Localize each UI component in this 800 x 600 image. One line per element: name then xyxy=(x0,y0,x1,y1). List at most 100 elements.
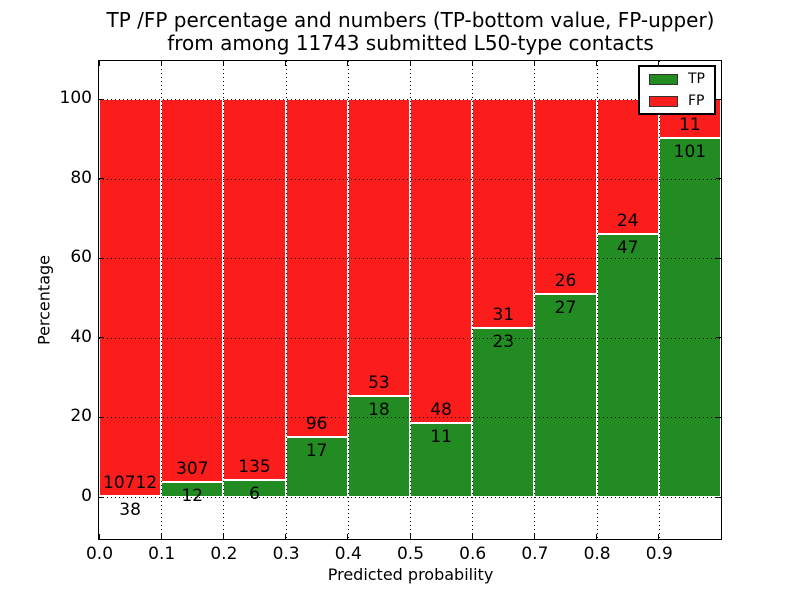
v-gridline xyxy=(410,61,411,539)
v-gridline xyxy=(285,61,287,539)
y-tick-label: 100 xyxy=(59,88,92,109)
bar-segment-tp xyxy=(658,138,721,497)
plot-area: 10712 38 307 12 135 6 96 17 53 18 48 11 31 23 26 27 24 47… xyxy=(98,60,722,540)
y-tick-right xyxy=(716,98,721,100)
x-tick-bottom xyxy=(98,534,100,539)
y-tick-left xyxy=(99,98,104,100)
v-gridline xyxy=(534,61,536,539)
v-gridline xyxy=(658,61,660,539)
fp-count-label: 11 xyxy=(679,115,701,136)
x-tick-top xyxy=(222,61,224,66)
bar-segment-fp xyxy=(99,99,162,496)
bar-segment-tp xyxy=(285,437,348,497)
x-tick-bottom xyxy=(596,534,598,539)
fp-count-label: 307 xyxy=(176,459,209,480)
bar-segment-fp xyxy=(161,99,224,483)
x-tick-top xyxy=(160,61,162,66)
v-gridline xyxy=(347,61,349,539)
legend-swatch-fp xyxy=(649,95,678,107)
bar-segment-tp xyxy=(596,233,659,497)
x-tick-top xyxy=(533,61,535,66)
x-tick-bottom xyxy=(471,534,473,539)
x-tick-label: 0.7 xyxy=(521,544,549,564)
tp-count-label: 101 xyxy=(673,142,707,163)
tp-count-label: 11 xyxy=(430,426,452,447)
y-tick-label: 20 xyxy=(70,406,92,427)
legend-swatch-tp xyxy=(649,73,678,85)
x-tick-bottom xyxy=(222,534,224,539)
bar-segment-fp xyxy=(347,99,410,397)
y-tick-left xyxy=(99,416,104,418)
legend-label: TP xyxy=(688,71,705,87)
fp-count-label: 31 xyxy=(492,304,515,325)
fp-count-label: 135 xyxy=(238,457,271,478)
x-tick-bottom xyxy=(533,534,535,539)
fp-count-label: 48 xyxy=(430,399,452,420)
tp-count-label: 23 xyxy=(492,331,515,352)
bar-segment-fp xyxy=(534,99,597,295)
legend-entry: FP xyxy=(649,94,705,108)
y-tick-right xyxy=(716,337,721,339)
x-tick-top xyxy=(658,61,660,66)
x-axis-label: Predicted probability xyxy=(327,565,494,584)
y-tick-label: 80 xyxy=(70,167,92,188)
y-tick-label: 0 xyxy=(81,486,92,506)
legend: TP FP xyxy=(638,65,716,115)
x-tick-label: 0.4 xyxy=(334,544,362,564)
x-tick-label: 0.8 xyxy=(583,544,611,564)
x-tick-top xyxy=(471,61,473,66)
fp-count-label: 96 xyxy=(305,414,328,435)
x-tick-label: 0.5 xyxy=(396,544,425,564)
tp-count-label: 6 xyxy=(249,484,260,505)
x-tick-bottom xyxy=(160,534,162,539)
tp-count-label: 38 xyxy=(119,499,141,520)
v-gridline xyxy=(596,61,598,539)
x-tick-label: 0.2 xyxy=(210,544,238,564)
v-gridline xyxy=(472,61,474,539)
y-tick-left xyxy=(99,496,104,498)
x-tick-top xyxy=(98,61,100,66)
tp-count-label: 18 xyxy=(368,400,390,421)
y-tick-right xyxy=(716,496,721,498)
bar-segment-fp xyxy=(285,99,348,438)
x-tick-bottom xyxy=(658,534,660,539)
bar-segment-fp xyxy=(472,99,535,328)
y-tick-left xyxy=(99,337,104,339)
x-tick-label: 0.6 xyxy=(459,544,487,564)
y-tick-label: 60 xyxy=(70,247,92,268)
x-tick-bottom xyxy=(285,534,287,539)
tp-count-label: 47 xyxy=(616,237,639,258)
x-tick-label: 0.0 xyxy=(85,544,114,564)
bar-segment-tp xyxy=(472,327,535,497)
x-tick-label: 0.3 xyxy=(272,544,300,564)
y-tick-right xyxy=(716,178,721,180)
x-tick-bottom xyxy=(409,534,411,539)
legend-label: FP xyxy=(688,93,705,109)
x-tick-top xyxy=(409,61,411,66)
tp-count-label: 17 xyxy=(305,441,328,462)
fp-count-label: 53 xyxy=(368,373,390,394)
bar-segment-fp xyxy=(410,99,473,423)
x-tick-top xyxy=(596,61,598,66)
x-tick-label: 0.9 xyxy=(645,544,673,564)
bar-segment-fp xyxy=(223,99,286,481)
y-tick-right xyxy=(716,257,721,259)
bar-segment-tp xyxy=(534,294,597,497)
v-gridline xyxy=(223,61,225,539)
v-gridline xyxy=(161,61,163,539)
y-tick-label: 40 xyxy=(70,326,92,347)
chart-title-line1: TP /FP percentage and numbers (TP-bottom… xyxy=(106,8,715,32)
chart-title: TP /FP percentage and numbers (TP-bottom… xyxy=(98,9,723,55)
y-tick-left xyxy=(99,178,104,180)
x-tick-bottom xyxy=(347,534,349,539)
fp-count-label: 26 xyxy=(554,271,577,292)
y-tick-left xyxy=(99,257,104,259)
tp-count-label: 12 xyxy=(181,486,204,507)
legend-entry: TP xyxy=(649,72,705,86)
tp-count-label: 27 xyxy=(554,298,577,319)
y-tick-right xyxy=(716,416,721,418)
x-tick-top xyxy=(347,61,349,66)
fp-count-label: 10712 xyxy=(103,472,158,493)
x-tick-label: 0.1 xyxy=(148,544,176,564)
